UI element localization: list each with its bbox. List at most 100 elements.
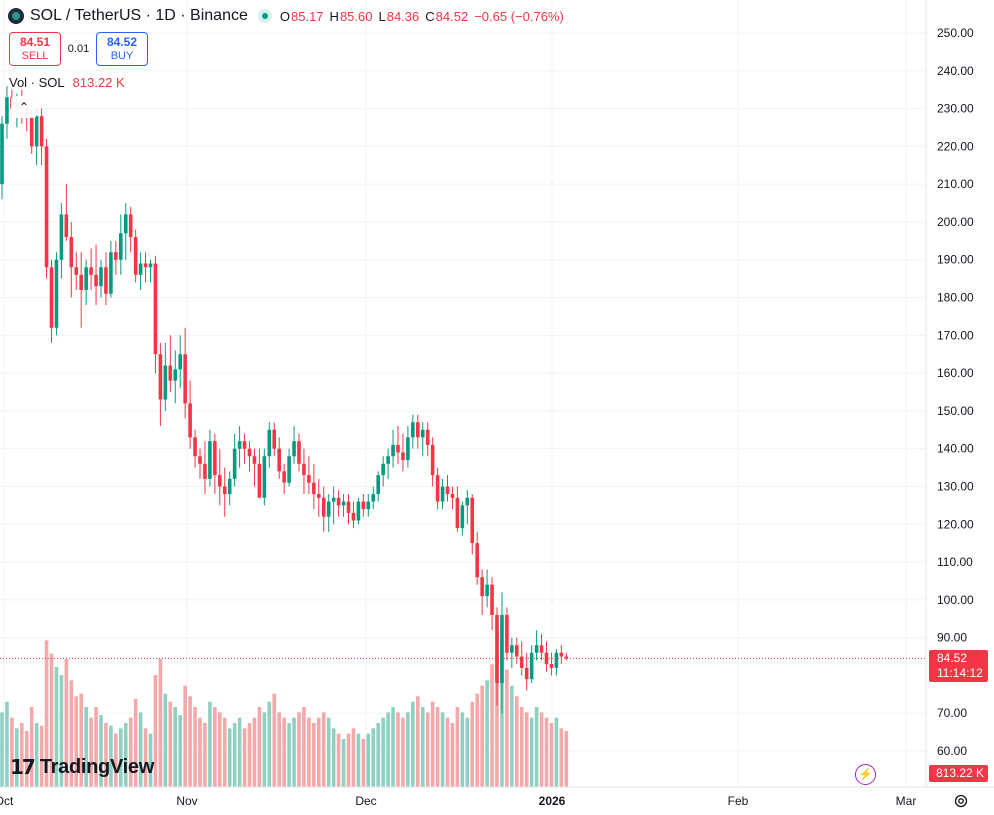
- candle-body: [559, 652, 564, 657]
- volume-bar: [475, 693, 479, 787]
- candle-body: [515, 645, 519, 657]
- candle-body: [133, 237, 138, 275]
- candle-body: [505, 614, 509, 653]
- volume-bar: [366, 733, 371, 787]
- candle-body: [401, 452, 405, 461]
- volume-bar: [554, 717, 559, 787]
- volume-bar: [153, 675, 158, 787]
- x-tick-label: Nov: [176, 794, 197, 808]
- candle-body: [416, 422, 420, 438]
- volume-bar: [44, 640, 49, 787]
- candle-body: [411, 422, 415, 438]
- volume-bar: [193, 707, 197, 787]
- candle-body: [54, 259, 59, 328]
- volume-value: 813.22 K: [72, 75, 125, 90]
- volume-bar: [539, 712, 544, 787]
- volume-bar: [292, 717, 296, 787]
- candle-body: [34, 116, 39, 147]
- spread-value: 0.01: [67, 43, 90, 55]
- candle-body: [510, 645, 514, 653]
- market-status-icon[interactable]: [257, 9, 272, 23]
- volume-bar: [401, 717, 405, 787]
- candle-body: [524, 667, 529, 680]
- sell-button[interactable]: 84.51 SELL: [9, 32, 61, 66]
- candle-body: [267, 429, 272, 457]
- open-label: O: [279, 8, 290, 24]
- tradingview-wordmark: TradingView: [39, 755, 154, 778]
- low-label: L: [378, 8, 386, 24]
- tradingview-logo[interactable]: 17 TradingView: [10, 755, 154, 779]
- volume-bar: [79, 693, 83, 787]
- volume-bars: [0, 627, 569, 787]
- candle-body: [312, 482, 316, 495]
- volume-bar: [406, 712, 410, 787]
- y-tick-label: 210.00: [937, 177, 974, 191]
- close-label: C: [425, 8, 435, 24]
- sell-label: SELL: [21, 50, 49, 62]
- candle-body: [376, 475, 380, 495]
- volume-bar: [391, 707, 395, 787]
- volume-bar: [252, 717, 257, 787]
- candle-body: [445, 486, 450, 495]
- price-axis[interactable]: 250.00 240.00 230.00 220.00 210.00 200.00 190.…: [937, 26, 974, 758]
- last-price-tag: 84.52 11:14:12: [929, 650, 988, 682]
- candle-body: [549, 664, 554, 668]
- volume-bar: [49, 653, 54, 787]
- candle-body: [371, 494, 376, 502]
- y-tick-label: 140.00: [937, 442, 974, 456]
- candle-body: [213, 441, 217, 476]
- candle-body: [168, 365, 173, 381]
- candle-body: [485, 584, 489, 597]
- volume-bar: [376, 723, 380, 787]
- volume-bar: [490, 664, 494, 787]
- candle-body: [450, 494, 455, 498]
- gear-icon[interactable]: [953, 793, 969, 809]
- x-tick-label: Feb: [728, 794, 749, 808]
- y-tick-label: 70.00: [937, 706, 967, 720]
- volume-legend: Vol · SOL 813.22 K: [9, 75, 125, 90]
- y-tick-label: 240.00: [937, 64, 974, 78]
- candle-body: [435, 475, 440, 502]
- candle-body: [336, 497, 341, 506]
- symbol-title[interactable]: SOL / TetherUS · 1D · Binance: [30, 7, 248, 24]
- volume-bar: [163, 693, 168, 787]
- volume-bar: [510, 685, 514, 787]
- candle-body: [420, 429, 425, 438]
- candle-body: [49, 267, 54, 328]
- volume-bar: [178, 715, 182, 787]
- volume-bar: [564, 731, 569, 787]
- buy-button[interactable]: 84.52 BUY: [96, 32, 148, 66]
- volume-bar: [500, 640, 504, 787]
- volume-bar: [341, 739, 346, 787]
- volume-bar: [529, 717, 534, 787]
- volume-label[interactable]: Vol · SOL: [9, 75, 65, 90]
- volume-bar: [416, 696, 420, 787]
- volume-bar: [396, 712, 400, 787]
- candle-body: [272, 429, 277, 449]
- volume-bar: [34, 723, 39, 787]
- y-tick-label: 60.00: [937, 744, 967, 758]
- time-axis[interactable]: Oct Nov Dec 2026 Feb Mar: [0, 794, 916, 808]
- candle-body: [153, 263, 158, 355]
- volume-bar: [39, 725, 44, 787]
- collapse-legend-button[interactable]: ⌃: [11, 96, 37, 118]
- candle-body: [381, 463, 385, 476]
- volume-bar: [272, 693, 277, 787]
- candle-body: [262, 456, 267, 498]
- candle-body: [564, 656, 569, 659]
- candle-body: [282, 471, 286, 483]
- y-tick-label: 110.00: [937, 555, 973, 569]
- y-tick-label: 170.00: [937, 328, 974, 342]
- low-value: 84.36: [386, 8, 420, 24]
- y-tick-label: 230.00: [937, 102, 974, 116]
- candle-body: [237, 441, 242, 449]
- x-tick-label: 2026: [539, 794, 566, 808]
- high-label: H: [329, 8, 339, 24]
- volume-bar: [307, 717, 311, 787]
- lightning-icon[interactable]: ⚡: [855, 764, 876, 785]
- candle-body: [455, 497, 460, 529]
- volume-bar: [188, 696, 192, 787]
- volume-bar: [54, 667, 59, 787]
- candle-body: [366, 501, 371, 510]
